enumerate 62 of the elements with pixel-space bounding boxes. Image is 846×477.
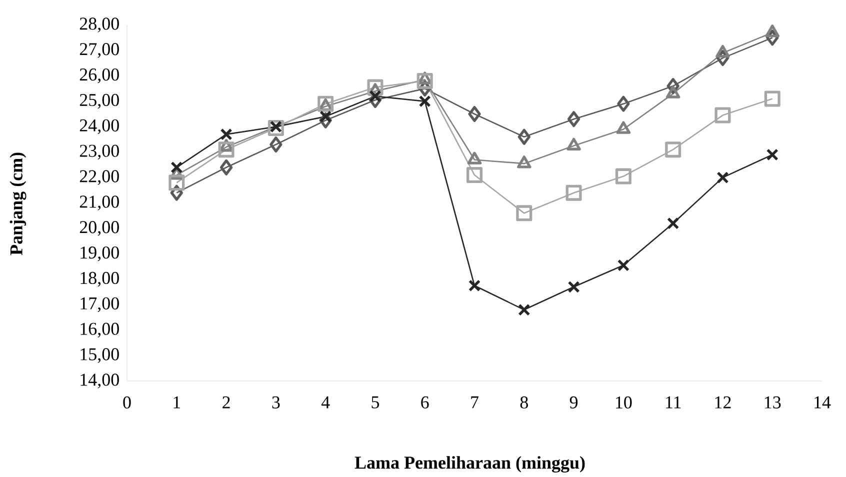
point: [617, 259, 630, 272]
point: [617, 96, 630, 112]
y-tick-label: 24,00: [80, 119, 119, 134]
x-tick-label: 11: [666, 396, 681, 408]
y-tick-label: 26,00: [80, 68, 119, 84]
point: [168, 174, 185, 191]
x-tick-label: 14: [814, 396, 831, 408]
point: [716, 172, 729, 184]
x-tick-label: 0: [123, 396, 131, 409]
x-tick-label: 7: [471, 396, 478, 408]
y-tick-label: 23,00: [80, 144, 119, 160]
point: [268, 120, 284, 136]
point: [518, 128, 530, 145]
y-axis-title: Panjang (cm): [10, 152, 26, 256]
x-tick-label: 6: [421, 396, 429, 408]
point: [270, 120, 282, 133]
y-tick-label: 20,00: [80, 221, 119, 236]
point: [518, 304, 530, 316]
x-tick-label: 1: [174, 396, 180, 408]
y-tick-label: 25,00: [80, 94, 119, 109]
point: [566, 184, 582, 201]
y-tick-label: 16,00: [80, 322, 119, 338]
y-tick-label: 27,00: [80, 43, 119, 58]
x-tick-label: 9: [570, 396, 578, 408]
point: [220, 159, 233, 176]
point: [418, 95, 431, 108]
point: [714, 107, 731, 124]
point: [220, 128, 232, 140]
point: [615, 168, 632, 184]
x-tick-label: 13: [764, 396, 781, 408]
point: [369, 90, 382, 102]
y-tick-label: 21,00: [80, 196, 119, 210]
y-tick-label: 15,00: [80, 348, 119, 363]
point: [766, 148, 778, 161]
point: [416, 72, 433, 89]
x-tick-label: 5: [372, 396, 380, 408]
point: [667, 217, 680, 230]
y-tick-label: 19,00: [80, 246, 119, 262]
point: [170, 161, 183, 174]
y-tick-label: 28,00: [80, 18, 119, 32]
point: [665, 142, 682, 158]
point: [466, 167, 483, 184]
x-tick-label: 12: [715, 396, 731, 408]
y-tick-label: 18,00: [80, 272, 119, 287]
point: [320, 110, 332, 123]
point: [516, 205, 532, 222]
x-tick-label: 2: [222, 396, 230, 408]
point: [764, 90, 780, 107]
x-tick-label: 8: [520, 396, 528, 409]
point: [270, 136, 282, 153]
x-axis-title: Lama Pemeliharaan (minggu): [354, 456, 585, 473]
y-tick-label: 17,00: [80, 297, 119, 312]
point: [567, 111, 580, 128]
x-tick-label: 4: [321, 396, 330, 408]
point: [568, 280, 580, 293]
point: [468, 280, 481, 292]
point: [468, 106, 481, 122]
y-tick-label: 22,00: [80, 170, 119, 185]
x-tick-label: 3: [272, 396, 280, 408]
point: [218, 142, 234, 158]
x-tick-label: 10: [616, 396, 632, 409]
y-tick-label: 14,00: [80, 374, 119, 388]
